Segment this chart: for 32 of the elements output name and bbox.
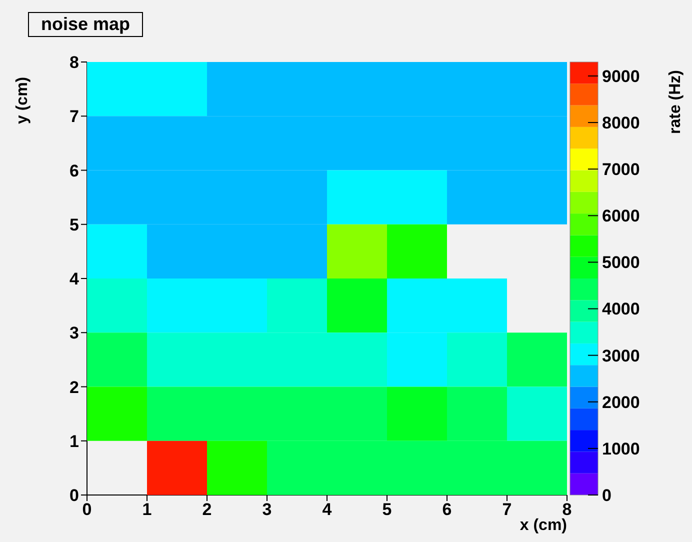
x-tick-label: 8	[562, 500, 572, 520]
color-bar-label: 9000	[602, 66, 640, 86]
x-tick-label: 1	[142, 500, 152, 520]
color-bar-label: 4000	[602, 300, 640, 319]
x-tick-label: 5	[382, 500, 392, 520]
x-tick-label: 0	[82, 500, 92, 520]
color-bar-label: 1000	[602, 439, 640, 458]
y-tick-label: 6	[70, 161, 79, 180]
color-bar-label: 5000	[602, 253, 640, 272]
x-tick-label: 7	[502, 500, 512, 520]
chart-title: noise map	[28, 12, 144, 37]
color-bar-label: 6000	[602, 206, 640, 226]
y-tick-label: 5	[70, 215, 79, 234]
y-tick-label: 7	[70, 107, 79, 126]
x-tick-label: 2	[202, 500, 212, 520]
x-tick-label: 6	[442, 500, 452, 520]
color-bar-label: 3000	[602, 346, 640, 366]
y-tick-label: 4	[70, 270, 80, 289]
y-tick-label: 2	[70, 378, 79, 397]
color-bar-title: rate (Hz)	[667, 70, 684, 134]
color-bar-label: 2000	[602, 392, 640, 412]
y-tick-label: 3	[70, 324, 79, 343]
color-bar-label: 7000	[602, 160, 640, 180]
x-tick-label: 3	[262, 500, 272, 520]
y-tick-label: 8	[70, 53, 79, 72]
color-bar-label: 8000	[602, 113, 640, 132]
x-tick-label: 4	[322, 500, 332, 520]
y-tick-label: 1	[70, 432, 79, 451]
y-axis-title: y (cm)	[14, 76, 32, 124]
x-axis-title: x (cm)	[520, 517, 567, 535]
color-bar-label: 0	[602, 486, 612, 505]
y-tick-label: 0	[70, 486, 79, 506]
